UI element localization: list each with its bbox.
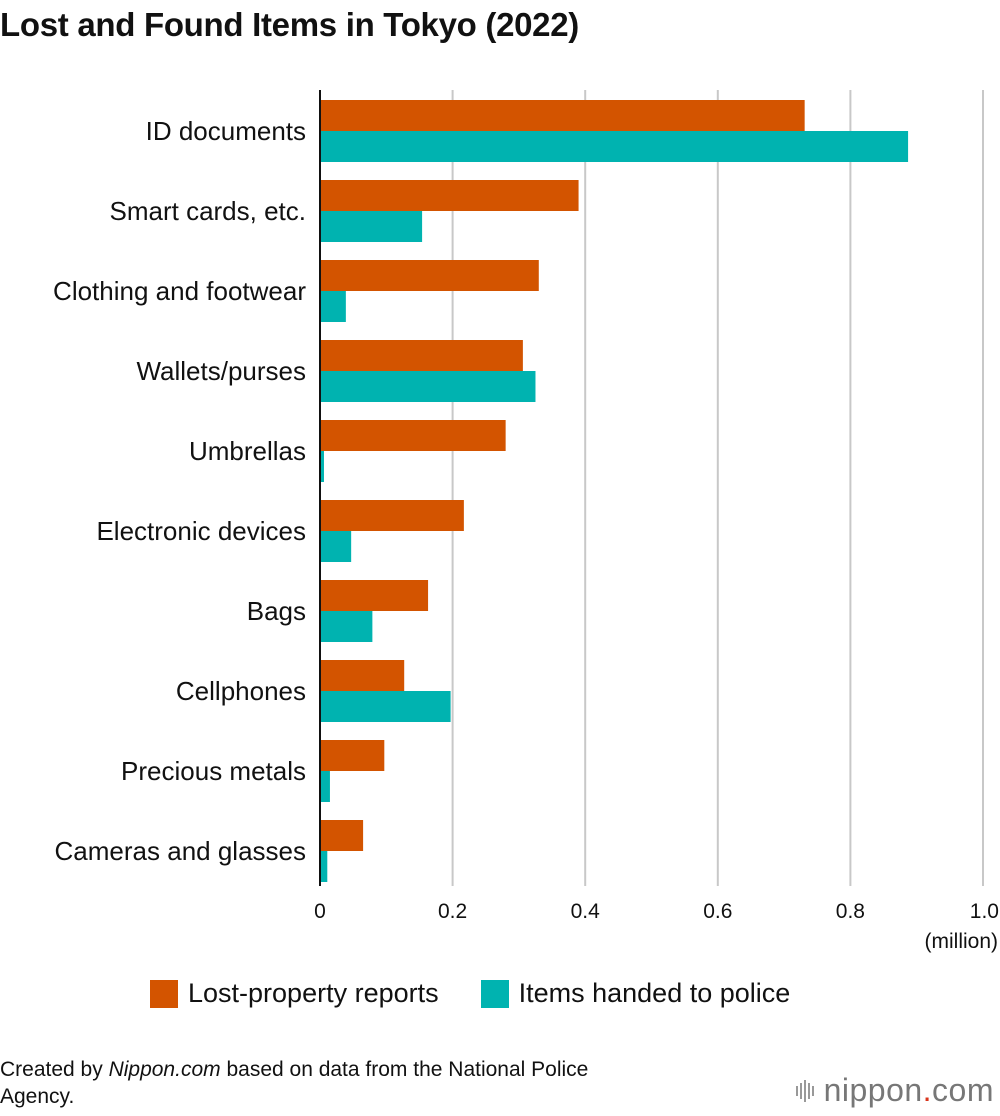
legend-label-lost-reports: Lost-property reports (188, 978, 439, 1008)
bar-precious-metals-items-handed-to-police (320, 771, 330, 802)
x-axis-unit-label: (million) (925, 930, 999, 953)
legend-label-handed-to-police: Items handed to police (518, 978, 791, 1008)
category-labels: ID documents Smart cards, etc. Clothing an… (53, 116, 306, 866)
chart-title: Lost and Found Items in Tokyo (2022) (0, 6, 579, 43)
bar-bags-items-handed-to-police (320, 611, 373, 642)
source-site: Nippon.com (108, 1058, 221, 1081)
logo-text-com: com (932, 1072, 994, 1108)
logo-bars-icon (795, 1079, 816, 1102)
category-label-cameras-and-glasses: Cameras and glasses (55, 836, 306, 866)
category-label-smart-cards-etc: Smart cards, etc. (110, 196, 307, 226)
bar-wallets-purses-items-handed-to-police (320, 371, 536, 402)
bar-cellphones-items-handed-to-police (320, 691, 451, 722)
x-tick-label-0-2: 0.2 (438, 900, 467, 923)
x-axis-ticks: 0 0.2 0.4 0.6 0.8 1.0 (314, 900, 999, 923)
bar-umbrellas-items-handed-to-police (320, 451, 324, 482)
nippon-logo: nippon. com (795, 1072, 994, 1109)
x-tick-label-1-0: 1.0 (970, 900, 999, 923)
bar-cameras-and-glasses-items-handed-to-police (320, 851, 328, 882)
x-tick-label-0-4: 0.4 (571, 900, 601, 923)
bar-umbrellas-lost-property-reports (320, 420, 506, 451)
category-label-bags: Bags (247, 596, 306, 626)
bar-clothing-and-footwear-lost-property-reports (320, 260, 539, 291)
x-tick-label-0: 0 (314, 900, 326, 923)
legend-item-handed-to-police: Items handed to police (480, 978, 791, 1009)
legend: Lost-property reports Items handed to po… (150, 978, 832, 1009)
grid-lines (451, 90, 984, 886)
bar-cameras-and-glasses-lost-property-reports (320, 820, 364, 851)
category-label-electronic-devices: Electronic devices (96, 516, 306, 546)
bar-cellphones-lost-property-reports (320, 660, 405, 691)
bar-id-documents-items-handed-to-police (320, 131, 909, 162)
legend-item-lost-reports: Lost-property reports (150, 978, 439, 1009)
category-label-cellphones: Cellphones (176, 676, 306, 706)
source-suffix: based on data from the National Police A… (0, 1058, 589, 1108)
bar-electronic-devices-items-handed-to-police (320, 531, 352, 562)
bar-bags-lost-property-reports (320, 580, 429, 611)
category-label-wallets-purses: Wallets/purses (136, 356, 306, 386)
source-prefix: Created by (0, 1058, 109, 1081)
category-label-id-documents: ID documents (146, 116, 306, 146)
bar-chart: ID documents Smart cards, etc. Clothing an… (53, 90, 999, 953)
x-tick-label-0-8: 0.8 (836, 900, 865, 923)
bar-precious-metals-lost-property-reports (320, 740, 385, 771)
category-label-clothing-and-footwear: Clothing and footwear (53, 276, 306, 306)
bar-smart-cards-etc-items-handed-to-police (320, 211, 423, 242)
category-label-umbrellas: Umbrellas (189, 436, 306, 466)
legend-swatch-lost-reports (150, 979, 178, 1008)
source-note: Created by Nippon.com based on data from… (0, 1056, 660, 1110)
legend-swatch-handed-to-police (480, 979, 509, 1008)
logo-dot: . (922, 1072, 933, 1108)
x-tick-label-0-6: 0.6 (703, 900, 732, 923)
bar-smart-cards-etc-lost-property-reports (320, 180, 579, 211)
bar-electronic-devices-lost-property-reports (320, 500, 464, 531)
category-label-precious-metals: Precious metals (121, 756, 306, 786)
bar-id-documents-lost-property-reports (320, 100, 805, 131)
logo-text-nippon: nippon (823, 1072, 923, 1108)
bar-wallets-purses-lost-property-reports (320, 340, 523, 371)
bar-clothing-and-footwear-items-handed-to-police (320, 291, 346, 322)
bars (320, 100, 909, 882)
